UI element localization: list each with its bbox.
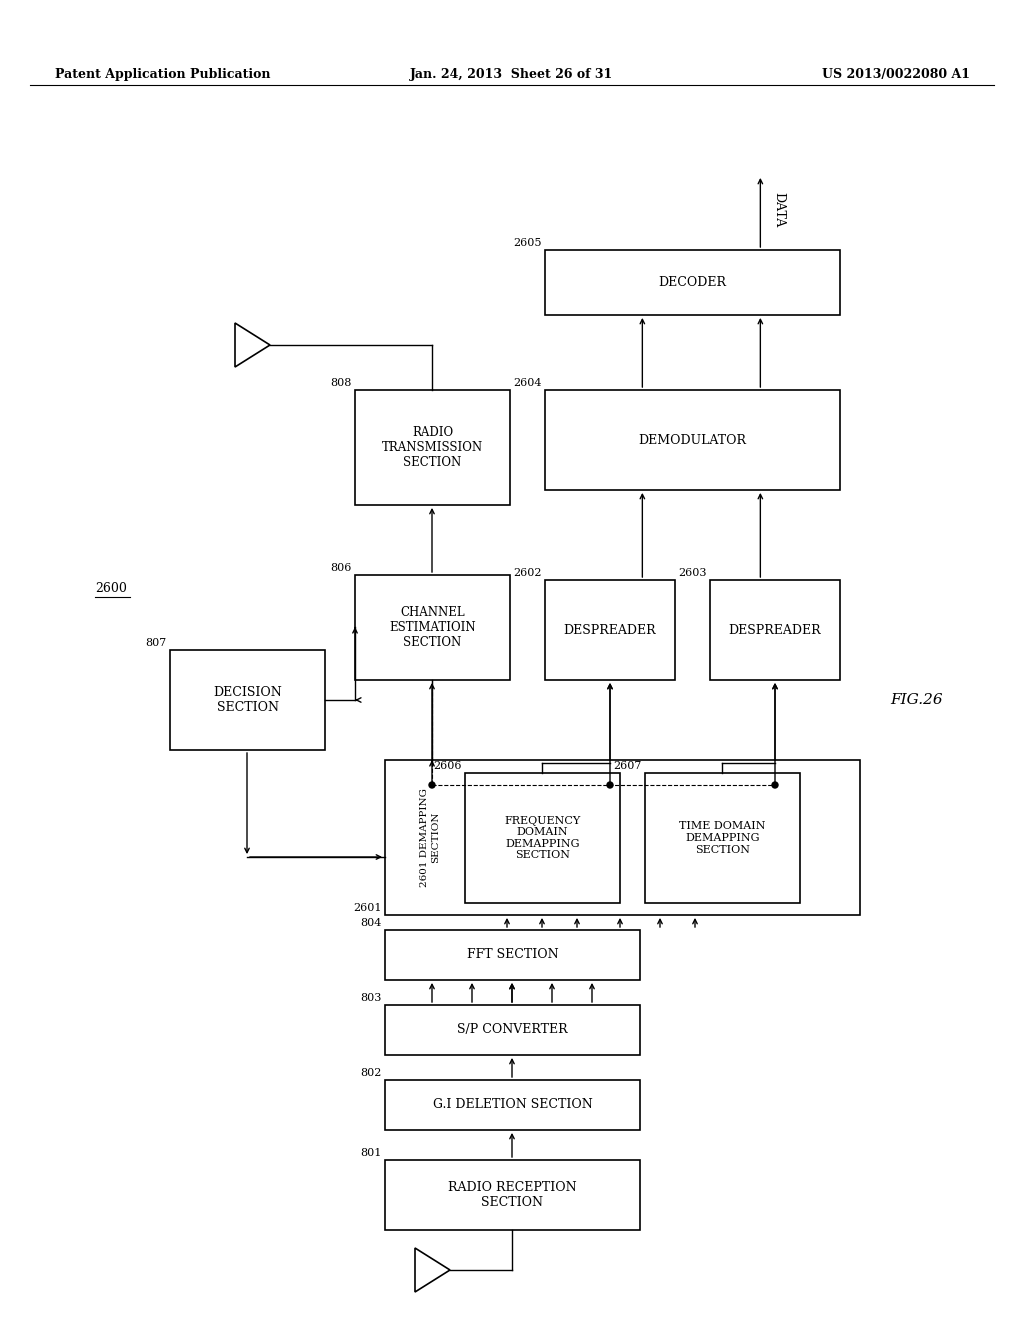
Circle shape <box>772 781 778 788</box>
Bar <box>545 389 840 490</box>
Text: 2606: 2606 <box>433 762 462 771</box>
Circle shape <box>607 781 613 788</box>
Text: 2600: 2600 <box>95 582 127 595</box>
Bar <box>170 649 325 750</box>
Text: 807: 807 <box>145 638 167 648</box>
Text: Patent Application Publication: Patent Application Publication <box>55 69 270 81</box>
Text: 803: 803 <box>360 993 382 1003</box>
Text: 802: 802 <box>360 1068 382 1078</box>
Text: 804: 804 <box>360 917 382 928</box>
Text: DATA: DATA <box>772 193 785 227</box>
Text: 2603: 2603 <box>679 568 707 578</box>
Text: 2601 DEMAPPING
SECTION: 2601 DEMAPPING SECTION <box>420 788 439 887</box>
Text: US 2013/0022080 A1: US 2013/0022080 A1 <box>822 69 970 81</box>
Bar <box>710 579 840 680</box>
Circle shape <box>429 781 435 788</box>
Bar <box>385 1080 640 1130</box>
Bar <box>385 1005 640 1055</box>
Bar <box>385 931 640 979</box>
Bar <box>385 1160 640 1230</box>
Bar <box>645 774 800 903</box>
Text: 2605: 2605 <box>513 238 542 248</box>
Text: DEMODULATOR: DEMODULATOR <box>639 433 746 446</box>
Text: 2601: 2601 <box>353 903 382 913</box>
Text: DECODER: DECODER <box>658 276 726 289</box>
Text: 808: 808 <box>331 378 352 388</box>
Bar <box>385 760 860 915</box>
Text: RADIO RECEPTION
SECTION: RADIO RECEPTION SECTION <box>449 1181 577 1209</box>
Text: FIG.26: FIG.26 <box>890 693 943 708</box>
Text: TIME DOMAIN
DEMAPPING
SECTION: TIME DOMAIN DEMAPPING SECTION <box>679 821 766 854</box>
Text: DESPREADER: DESPREADER <box>729 623 821 636</box>
Bar <box>355 389 510 506</box>
Text: Jan. 24, 2013  Sheet 26 of 31: Jan. 24, 2013 Sheet 26 of 31 <box>411 69 613 81</box>
Bar <box>355 576 510 680</box>
Text: 2602: 2602 <box>513 568 542 578</box>
Text: 806: 806 <box>331 564 352 573</box>
Text: DECISION
SECTION: DECISION SECTION <box>213 686 282 714</box>
Text: DESPREADER: DESPREADER <box>563 623 656 636</box>
Text: 2607: 2607 <box>613 762 642 771</box>
Bar <box>545 249 840 315</box>
Text: S/P CONVERTER: S/P CONVERTER <box>457 1023 568 1036</box>
Text: FFT SECTION: FFT SECTION <box>467 949 558 961</box>
Text: 2604: 2604 <box>513 378 542 388</box>
Text: CHANNEL
ESTIMATIOIN
SECTION: CHANNEL ESTIMATIOIN SECTION <box>389 606 476 649</box>
Bar <box>465 774 620 903</box>
Text: 801: 801 <box>360 1148 382 1158</box>
Bar <box>545 579 675 680</box>
Text: FREQUENCY
DOMAIN
DEMAPPING
SECTION: FREQUENCY DOMAIN DEMAPPING SECTION <box>505 816 581 861</box>
Text: RADIO
TRANSMISSION
SECTION: RADIO TRANSMISSION SECTION <box>382 426 483 469</box>
Text: G.I DELETION SECTION: G.I DELETION SECTION <box>432 1098 592 1111</box>
